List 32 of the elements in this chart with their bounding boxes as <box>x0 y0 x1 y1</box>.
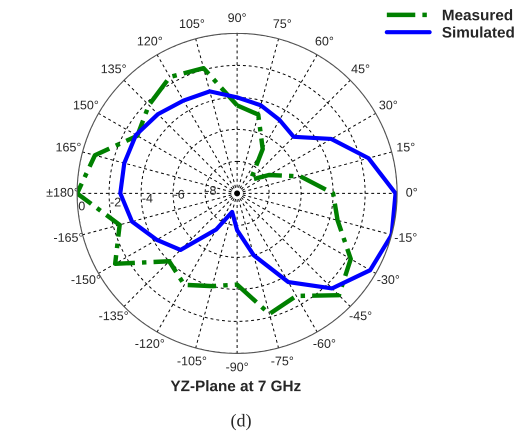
spoke-label: -30° <box>377 275 400 284</box>
spoke-label: 0° <box>406 188 417 197</box>
spoke-label: -15° <box>394 233 417 242</box>
spoke-label: -60° <box>313 339 336 348</box>
spoke-label: -150° <box>71 275 100 284</box>
legend-label: Simulated <box>442 26 514 38</box>
spoke-label: 165° <box>56 142 81 152</box>
spoke-label: -105° <box>177 356 206 366</box>
y-tick-label: -8 <box>206 186 216 195</box>
spoke-label: -90° <box>226 362 248 372</box>
spoke-label: 30° <box>379 100 398 110</box>
text: (d) <box>231 414 251 430</box>
spoke-label: 90° <box>228 13 246 22</box>
spoke-label: 120° <box>138 36 162 46</box>
spoke-label: 135° <box>102 64 126 74</box>
spoke-label: -165° <box>54 233 83 242</box>
spoke-label: -135° <box>99 311 128 320</box>
spoke-label: 45° <box>351 64 370 74</box>
spoke-label: 75° <box>273 19 291 28</box>
spoke-label: 105° <box>180 19 204 28</box>
y-tick-label: 0 <box>78 202 85 210</box>
spoke-label: 150° <box>74 100 98 110</box>
y-tick-label: -6 <box>174 190 184 199</box>
legend-label: Measured <box>442 9 512 20</box>
spoke-label: -75° <box>271 356 294 366</box>
spoke-label: -120° <box>135 339 164 348</box>
y-tick-label: -4 <box>142 194 153 202</box>
spoke-label: 60° <box>316 36 334 46</box>
spoke-label: -45° <box>350 311 372 320</box>
text: YZ-Plane at 7 GHz <box>170 380 301 392</box>
y-tick-label: -2 <box>110 198 121 206</box>
spoke-label: 15° <box>397 142 414 152</box>
